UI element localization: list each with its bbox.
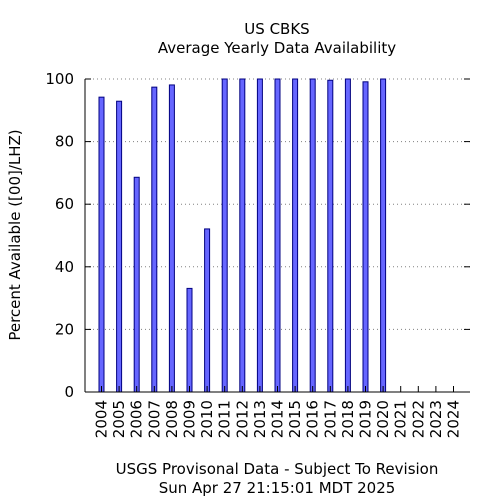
x-tick-label: 2022 [409, 400, 427, 438]
footer-disclaimer: USGS Provisonal Data - Subject To Revisi… [116, 460, 439, 478]
x-tick-label: 2010 [198, 400, 216, 438]
y-tick-label: 60 [55, 195, 74, 213]
bar-2016 [309, 78, 316, 393]
x-tick-label: 2021 [392, 400, 410, 438]
chart-subtitle: Average Yearly Data Availability [158, 39, 396, 57]
y-tick-label: 100 [45, 70, 74, 88]
x-tick-label: 2019 [357, 400, 375, 438]
x-tick-label: 2008 [163, 400, 181, 438]
bar-2019 [362, 81, 369, 393]
bar-2008 [168, 84, 175, 393]
x-tick-label: 2005 [110, 400, 128, 438]
bar-2017 [327, 79, 334, 393]
bar-2018 [344, 78, 351, 393]
bars [98, 78, 387, 393]
bar-2020 [380, 78, 387, 393]
y-tick-label: 40 [55, 258, 74, 276]
y-tick-label: 0 [64, 383, 74, 401]
bar-2013 [256, 78, 263, 393]
x-tick-label: 2015 [286, 400, 304, 438]
x-tick-label: 2014 [269, 400, 287, 438]
x-tick-label: 2023 [427, 400, 445, 438]
bar-2011 [221, 78, 228, 393]
bar-2014 [274, 78, 281, 393]
x-tick-label: 2018 [339, 400, 357, 438]
y-ticks: 0 20 40 60 80 100 [45, 70, 470, 401]
x-tick-label: 2011 [216, 400, 234, 438]
bar-2015 [292, 78, 299, 393]
bar-2009 [186, 287, 193, 393]
x-tick-label: 2024 [445, 400, 463, 438]
x-ticks: 2004 2005 2006 2007 2008 2009 2010 2011 2012 2013… [93, 386, 463, 438]
footer-timestamp: Sun Apr 27 21:15:01 MDT 2025 [159, 479, 396, 497]
x-tick-label: 2009 [181, 400, 199, 438]
y-axis-label: Percent Available ([00]/LHZ) [6, 129, 24, 340]
bar-2006 [133, 176, 140, 393]
x-tick-label: 2012 [233, 400, 251, 438]
bar-2010 [204, 228, 211, 393]
bar-2012 [239, 78, 246, 393]
y-tick-label: 80 [55, 133, 74, 151]
bar-2005 [116, 100, 123, 393]
bar-2004 [98, 96, 105, 393]
x-tick-label: 2016 [304, 400, 322, 438]
x-tick-label: 2017 [321, 400, 339, 438]
x-tick-label: 2013 [251, 400, 269, 438]
x-tick-label: 2004 [93, 400, 111, 438]
y-tick-label: 20 [55, 320, 74, 338]
chart-title: US CBKS [244, 20, 309, 38]
x-tick-label: 2006 [128, 400, 146, 438]
x-tick-label: 2020 [374, 400, 392, 438]
bar-2007 [151, 86, 158, 393]
x-tick-label: 2007 [145, 400, 163, 438]
